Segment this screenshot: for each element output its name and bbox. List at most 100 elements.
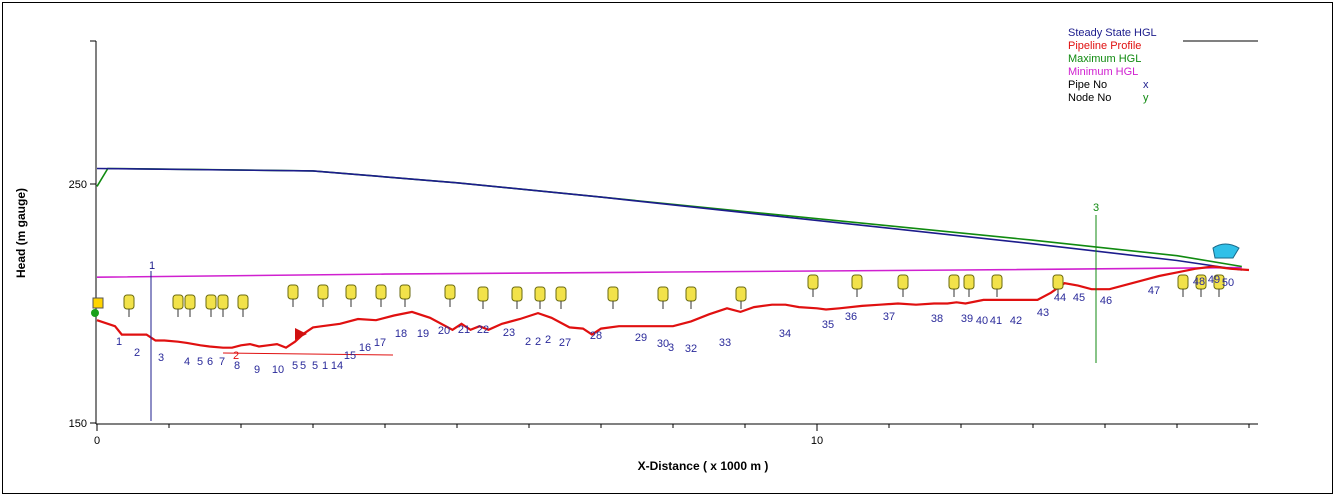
pipe-number-label: 34 — [779, 328, 791, 340]
pipe-number-label: 6 — [207, 356, 213, 368]
pipe-number-label: 40 — [976, 315, 988, 327]
valve-body — [991, 274, 1003, 290]
valve-marker — [205, 294, 217, 317]
pipe-number-label: 18 — [395, 328, 407, 340]
legend-entry: Minimum HGL — [1068, 66, 1138, 78]
pipe-number-label: 2 — [134, 347, 140, 359]
pipe-number-label: 2 — [535, 336, 541, 348]
valve-body — [477, 286, 489, 302]
pipe-number-label: 8 — [234, 360, 240, 372]
x-tick-label: 0 — [94, 435, 100, 447]
valve-marker — [851, 274, 863, 297]
pipe-number-label: 16 — [359, 342, 371, 354]
pipe-number-label: 30 — [657, 338, 669, 350]
valve-body — [287, 284, 299, 300]
pipe-number-label: 39 — [961, 313, 973, 325]
legend-entry-suffix: y — [1143, 92, 1149, 104]
pipe-number-label: 35 — [822, 319, 834, 331]
valve-marker — [444, 284, 456, 307]
pipe-number-label: 2 — [525, 336, 531, 348]
pipe-number-label: 3 — [668, 342, 674, 354]
valve-marker — [1177, 274, 1189, 297]
pipe-number-label: 50 — [1222, 277, 1234, 289]
valve-body — [555, 286, 567, 302]
valve-body — [1177, 274, 1189, 290]
pipe-number-label: 29 — [635, 332, 647, 344]
legend-entry: Node No — [1068, 92, 1111, 104]
pipe-number-label: 21 — [458, 324, 470, 336]
valve-marker — [735, 286, 747, 309]
valve-marker — [375, 284, 387, 307]
valve-body — [205, 294, 217, 310]
valve-body — [375, 284, 387, 300]
pipe-number-label: 37 — [883, 311, 895, 323]
valve-marker — [287, 284, 299, 307]
pipe-number-label: 27 — [559, 337, 571, 349]
valve-marker — [534, 286, 546, 309]
pipe-number-label: 45 — [1073, 292, 1085, 304]
pipe-number-label: 38 — [931, 313, 943, 325]
valve-marker — [184, 294, 196, 317]
valve-body — [345, 284, 357, 300]
y-tick-label: 250 — [69, 179, 87, 191]
series-minimum-hgl — [96, 266, 1242, 278]
pipe-number-label: 42 — [1010, 315, 1022, 327]
valve-body — [685, 286, 697, 302]
pipe-number-label: 5 — [300, 360, 306, 372]
valve-body — [735, 286, 747, 302]
series-maximum-hgl — [96, 167, 1242, 268]
y-axis-title: Head (m gauge) — [14, 188, 28, 278]
valve-marker — [685, 286, 697, 309]
legend-entry: Maximum HGL — [1068, 53, 1141, 65]
valve-marker — [991, 274, 1003, 297]
legend-entry: Steady State HGL — [1068, 27, 1157, 39]
pipe-number-label: 22 — [477, 324, 489, 336]
valve-body — [963, 274, 975, 290]
pipe-number-label: 7 — [219, 356, 225, 368]
pipe-number-label: 23 — [503, 327, 515, 339]
outlet-icon — [1212, 243, 1240, 259]
pipe-number-label: 28 — [590, 330, 602, 342]
pipe-number-label: 46 — [1100, 295, 1112, 307]
pipe-number-label: 48 — [1193, 276, 1205, 288]
x-axis-title: X-Distance ( x 1000 m ) — [638, 459, 769, 473]
valve-marker — [345, 284, 357, 307]
valve-body — [399, 284, 411, 300]
valve-body — [897, 274, 909, 290]
pipe-number-label: 3 — [158, 352, 164, 364]
valve-body — [444, 284, 456, 300]
valve-body — [317, 284, 329, 300]
pipe-number-label: 36 — [845, 311, 857, 323]
valve-marker — [1052, 274, 1064, 297]
valve-marker — [123, 294, 135, 317]
valve-body — [237, 294, 249, 310]
valve-body — [511, 286, 523, 302]
red-node-label: 2 — [233, 350, 239, 362]
valve-body — [172, 294, 184, 310]
valve-marker — [477, 286, 489, 309]
pipe-number-label: 5 — [312, 360, 318, 372]
pipe-number-label: 9 — [254, 364, 260, 376]
red-segment — [222, 352, 394, 356]
pipe-number-label: 5 — [197, 356, 203, 368]
pump-icon — [295, 328, 307, 340]
pipe-number-label: 20 — [438, 325, 450, 337]
valve-body — [807, 274, 819, 290]
valve-body — [607, 286, 619, 302]
pipe-number-label: 14 — [331, 360, 343, 372]
x-tick-label: 10 — [811, 435, 823, 447]
pipe-number-label: 17 — [374, 337, 386, 349]
pipe-number-label: 2 — [545, 334, 551, 346]
legend-entry-suffix: x — [1143, 79, 1149, 91]
valve-marker — [948, 274, 960, 297]
valve-marker — [217, 294, 229, 317]
pipe-number-label: 44 — [1054, 292, 1066, 304]
pipe-number-label: 1 — [322, 360, 328, 372]
series-layer — [96, 167, 1250, 421]
green-node-label: 3 — [1093, 202, 1099, 214]
pipe-number-label: 32 — [685, 343, 697, 355]
valve-marker — [897, 274, 909, 297]
